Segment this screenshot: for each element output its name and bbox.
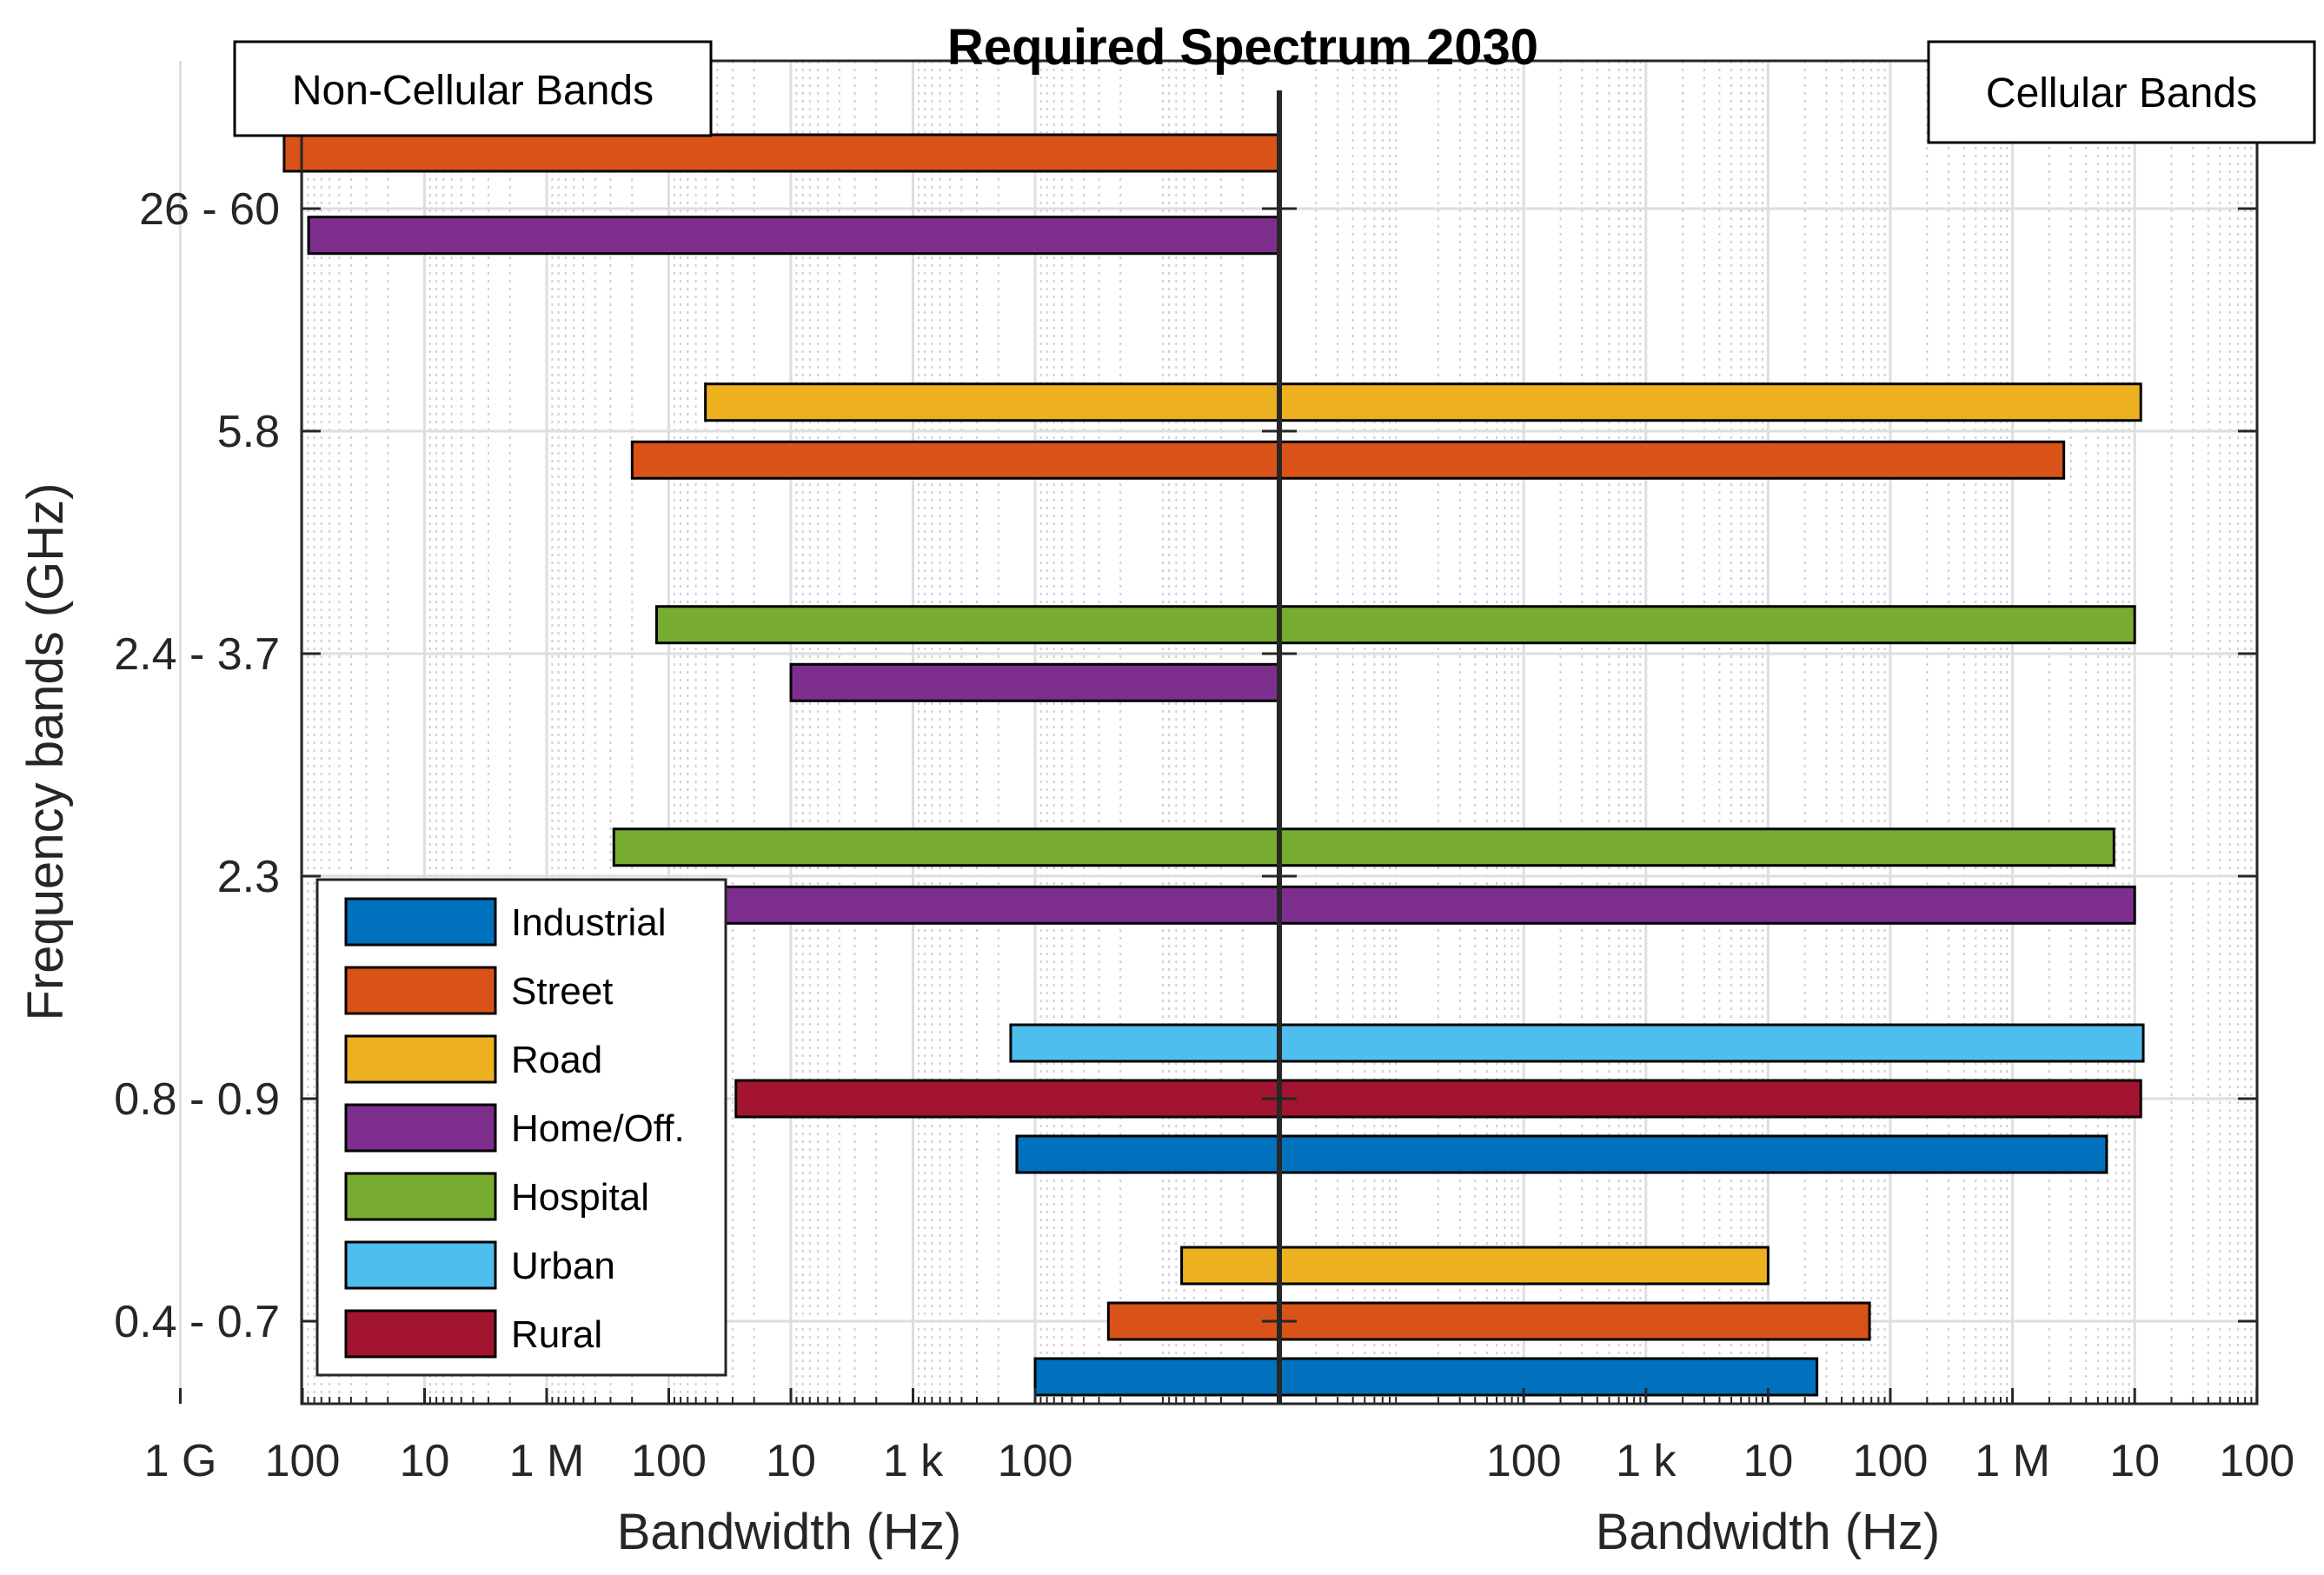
legend-label-home-off: Home/Off. — [511, 1107, 685, 1150]
x-tick-label-left: 100 — [631, 1436, 707, 1486]
noncellular-label-box: Non-Cellular Bands — [233, 40, 713, 137]
bar-noncellular-home-off — [307, 216, 1281, 256]
x-tick-label-right: 1 M — [1975, 1436, 2050, 1486]
bar-noncellular-home-off — [789, 662, 1281, 702]
x-tick-label-left: 100 — [265, 1436, 341, 1486]
legend-swatch-road — [344, 1034, 497, 1084]
y-axis-label: Frequency bands (GHz) — [17, 483, 74, 1021]
legend-label-urban: Urban — [511, 1245, 615, 1287]
bar-noncellular-street — [282, 133, 1281, 173]
y-tick-label: 2.4 - 3.7 — [114, 629, 280, 680]
bar-cellular-industrial — [1278, 1357, 1819, 1397]
cellular-label-box: Cellular Bands — [1927, 40, 2316, 144]
bar-noncellular-street — [1106, 1301, 1281, 1341]
bar-noncellular-hospital — [612, 827, 1281, 867]
x-tick-label-left: 1 M — [509, 1436, 585, 1486]
bar-cellular-road — [1278, 382, 2142, 422]
legend-label-hospital: Hospital — [511, 1176, 649, 1219]
legend: Industrial Street Road Home/Off. Hospital Urb… — [315, 878, 727, 1377]
legend-label-rural: Rural — [511, 1313, 602, 1356]
legend-label-road: Road — [511, 1039, 602, 1081]
legend-swatch-hospital — [344, 1172, 497, 1221]
bar-noncellular-home-off — [692, 885, 1281, 925]
bar-cellular-industrial — [1278, 1134, 2108, 1174]
bar-noncellular-industrial — [1015, 1134, 1281, 1174]
legend-swatch-home-off — [344, 1103, 497, 1153]
y-tick-labels: 26 - 60 5.8 2.4 - 3.7 2.3 0.8 - 0.9 0.4 - 0.7 — [114, 184, 280, 1347]
bar-noncellular-industrial — [1033, 1357, 1281, 1397]
x-tick-label-right: 100 — [1853, 1436, 1929, 1486]
y-tick-label: 5.8 — [217, 407, 280, 457]
x-tick-label-right: 100 — [2219, 1436, 2294, 1486]
bar-cellular-street — [1278, 440, 2066, 480]
bar-cellular-hospital — [1278, 605, 2136, 645]
bar-noncellular-road — [1180, 1246, 1281, 1286]
bars — [282, 133, 2145, 1397]
legend-swatch-rural — [344, 1309, 497, 1359]
x-tick-labels: 1 G 100 10 1 M 100 10 1 k 100 100 1 k 10 100 1 M 10 10… — [144, 1436, 2295, 1486]
legend-swatch-industrial — [344, 897, 497, 947]
legend-swatch-urban — [344, 1240, 497, 1290]
bar-noncellular-rural — [734, 1079, 1281, 1119]
bar-noncellular-street — [630, 440, 1281, 480]
x-tick-label-right: 10 — [1743, 1436, 1793, 1486]
cellular-label: Cellular Bands — [1986, 70, 2257, 116]
bar-noncellular-hospital — [654, 605, 1281, 645]
x-tick-label-left: 1 k — [883, 1436, 944, 1486]
x-tick-label-right: 1 k — [1616, 1436, 1677, 1486]
legend-label-street: Street — [511, 970, 613, 1013]
bar-noncellular-road — [704, 382, 1281, 422]
x-tick-label-left: 10 — [400, 1436, 450, 1486]
bar-cellular-urban — [1278, 1023, 2145, 1063]
bar-noncellular-urban — [1009, 1023, 1281, 1063]
chart-title: Required Spectrum 2030 — [947, 19, 1538, 76]
x-tick-label-left: 1 G — [144, 1436, 217, 1486]
y-tick-label: 0.4 - 0.7 — [114, 1297, 280, 1347]
bar-cellular-road — [1278, 1246, 1770, 1286]
bar-cellular-rural — [1278, 1079, 2142, 1119]
axes-box — [300, 59, 2259, 1406]
x-tick-label-left: 10 — [766, 1436, 816, 1486]
x-tick-label-right: 100 — [1486, 1436, 1562, 1486]
x-axis-label-right: Bandwidth (Hz) — [1596, 1504, 1940, 1560]
noncellular-label: Non-Cellular Bands — [292, 68, 654, 114]
x-tick-label-right: 10 — [2109, 1436, 2160, 1486]
y-tick-label: 2.3 — [217, 852, 280, 902]
bar-cellular-home-off — [1278, 885, 2136, 925]
x-tick-label-left: 100 — [998, 1436, 1073, 1486]
bar-cellular-hospital — [1278, 827, 2115, 867]
legend-swatch-street — [344, 966, 497, 1015]
bar-cellular-street — [1278, 1301, 1871, 1341]
x-axis-label-left: Bandwidth (Hz) — [617, 1504, 961, 1560]
y-tick-label: 26 - 60 — [139, 184, 280, 235]
y-tick-label: 0.8 - 0.9 — [114, 1074, 280, 1125]
legend-label-industrial: Industrial — [511, 901, 667, 944]
